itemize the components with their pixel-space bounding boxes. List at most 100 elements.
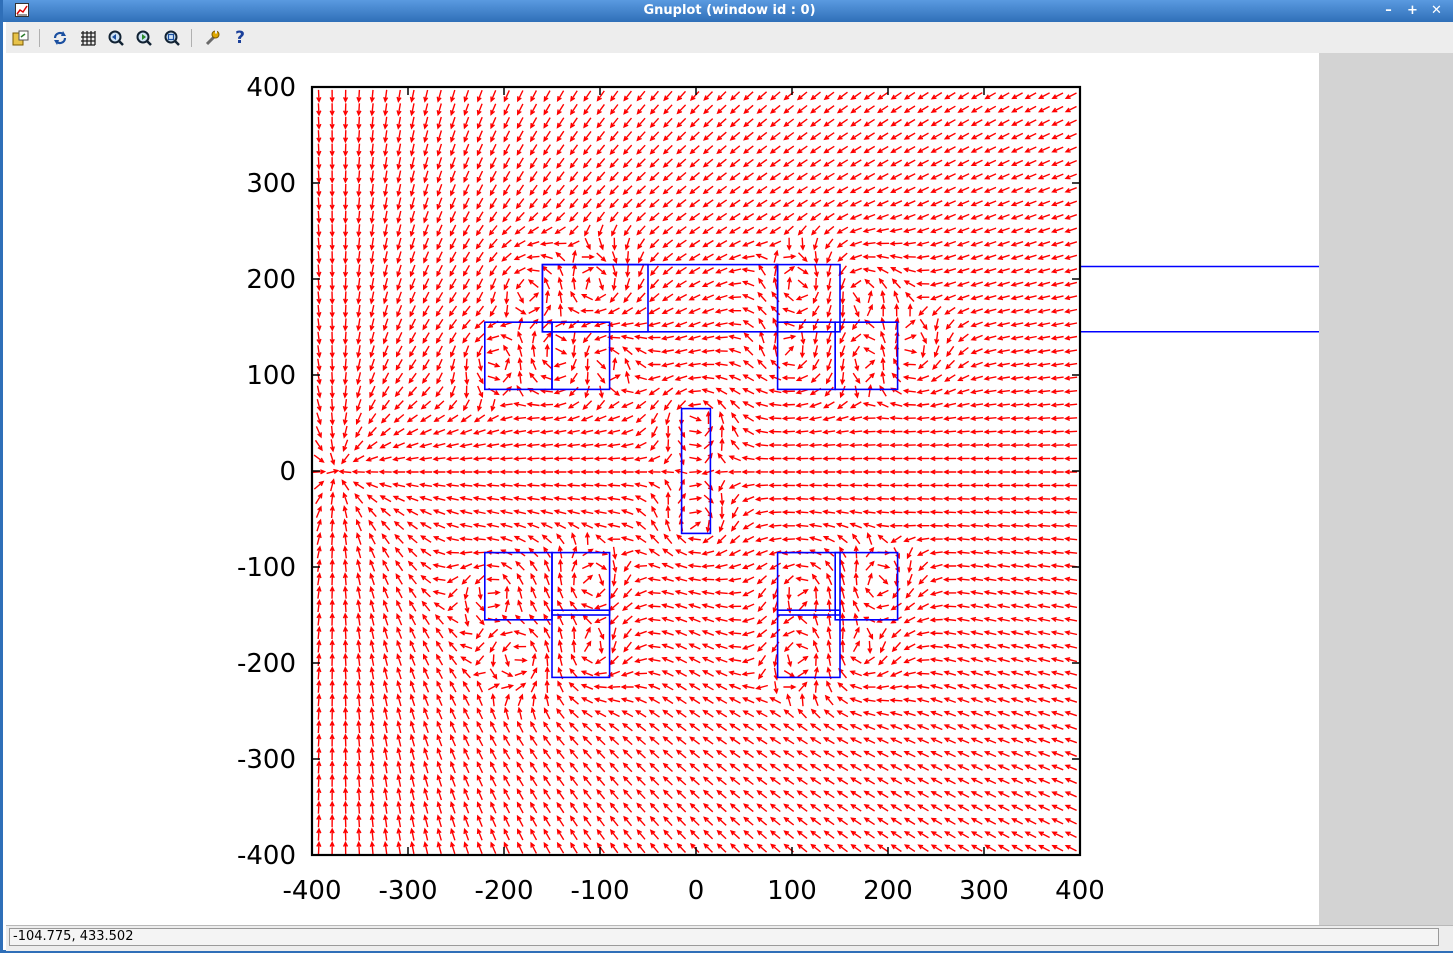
vector-arrow [851,319,861,331]
vector-arrow [356,210,362,224]
vector-arrow [1037,295,1051,301]
vector-arrow [849,697,863,703]
vector-arrow [1010,348,1024,354]
vector-arrow [503,787,511,800]
vector-arrow [809,145,822,154]
vector-arrow [878,574,889,585]
vector-arrow [663,399,673,411]
vector-arrow [369,89,375,104]
vector-arrow [956,697,970,704]
vector-arrow [756,776,768,786]
vector-arrow [689,117,700,128]
vector-arrow [612,546,618,560]
vector-arrow [822,469,836,475]
vector-arrow [607,456,621,462]
vector-arrow [517,706,523,720]
vector-arrow [662,548,674,557]
config-button[interactable] [201,27,223,49]
zoom-previous-button[interactable] [105,27,127,49]
vector-arrow [581,722,593,732]
vector-arrow [1064,818,1077,825]
vector-arrow [663,117,673,128]
vector-arrow [463,841,470,854]
vector-arrow [729,763,741,772]
vector-arrow [583,103,592,116]
vector-arrow [356,89,362,104]
vector-arrow [432,428,446,435]
vector-arrow [356,304,362,319]
vector-arrow [703,494,714,504]
vector-arrow [701,280,715,287]
vector-arrow [1010,254,1024,260]
vector-arrow [836,737,849,745]
zoom-next-button[interactable] [133,27,155,49]
close-button[interactable]: ✕ [1428,3,1445,18]
vector-arrow [850,279,862,289]
vector-arrow [970,657,983,663]
vector-arrow [996,509,1010,515]
vector-arrow [392,442,405,449]
vector-arrow [383,720,389,734]
vector-arrow [623,829,632,840]
plot-canvas[interactable]: -400 -300 -200 -100 0 100 200 300 400 -400 -300 -2… [6,53,1319,925]
vector-arrow [568,682,579,692]
vector-arrow [513,401,527,407]
title-bar[interactable]: Gnuplot (window id : 0) – + ✕ [3,0,1453,22]
vector-arrow [526,522,540,529]
vector-arrow [622,144,633,155]
vector-arrow [342,399,348,413]
vector-arrow [702,749,714,759]
vector-arrow [568,386,579,397]
vector-arrow [423,773,429,787]
vector-arrow [607,710,620,718]
maximize-button[interactable]: + [1404,3,1421,18]
vector-arrow [876,227,889,233]
vector-arrow [890,145,902,154]
vector-arrow [741,254,755,260]
vector-arrow [957,791,970,798]
vector-arrow [715,683,728,691]
vector-arrow [423,787,429,801]
vector-arrow [556,815,565,827]
vector-arrow [649,117,660,128]
vector-arrow [903,830,916,839]
vector-arrow [876,589,889,597]
vector-arrow [490,774,497,787]
vector-arrow [1037,429,1051,435]
vector-arrow [396,157,402,171]
vector-arrow [634,684,648,690]
autoscale-button[interactable] [161,27,183,49]
vector-arrow [929,469,943,475]
vector-arrow [902,442,916,448]
vector-arrow [356,746,362,760]
vector-arrow [675,736,687,745]
vector-arrow [609,198,619,209]
vector-arrow [369,170,375,184]
vector-arrow [329,452,336,466]
vector-arrow [582,198,592,209]
replot-button[interactable] [49,27,71,49]
vector-arrow [422,613,430,625]
vector-arrow [689,816,700,826]
vector-arrow [462,332,471,344]
help-button[interactable]: ? [229,27,251,49]
vector-arrow [606,536,621,542]
vector-arrow [436,278,444,291]
vector-arrow [636,292,646,303]
vector-arrow [636,225,646,236]
vector-arrow [769,776,781,785]
export-button[interactable] [10,27,32,49]
vector-arrow [1023,576,1037,582]
minimize-button[interactable]: – [1380,3,1397,18]
vector-arrow [702,253,714,261]
vector-arrow [742,280,755,287]
vector-arrow [768,455,782,462]
grid-button[interactable] [77,27,99,49]
vector-arrow [316,679,322,693]
vector-arrow [329,183,335,198]
vector-arrow [450,372,456,386]
vector-arrow [329,800,335,814]
vector-arrow [383,103,389,117]
vector-arrow [634,482,648,488]
vector-arrow [342,425,348,439]
